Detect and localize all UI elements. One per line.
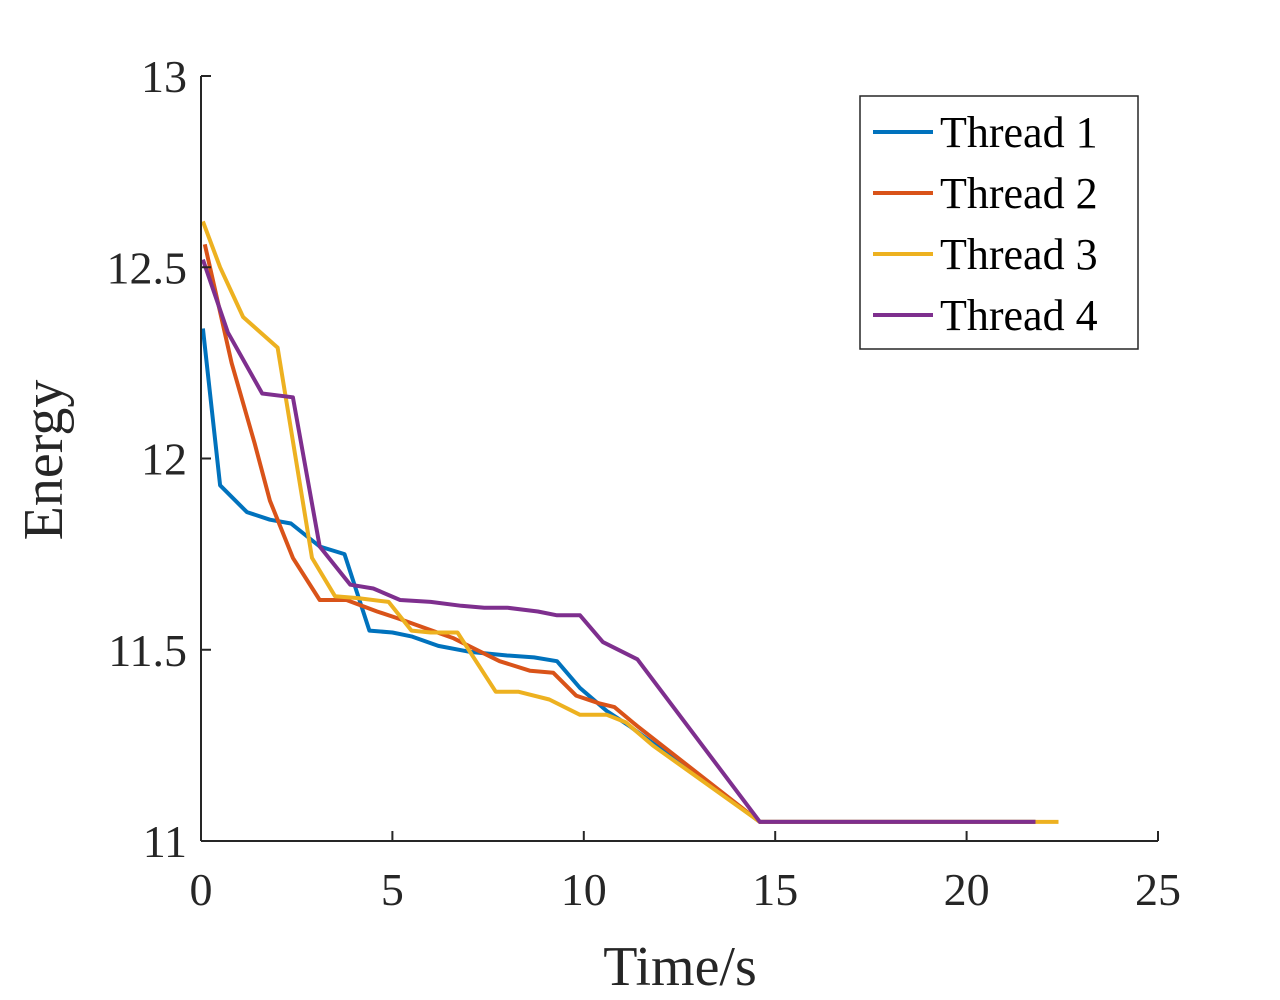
x-tick-label: 25 bbox=[1135, 864, 1181, 915]
y-tick-label: 12 bbox=[141, 434, 187, 485]
series-line-thread-2 bbox=[202, 243, 1036, 824]
series-line-thread-3 bbox=[201, 220, 1059, 824]
plot-lines bbox=[200, 220, 1059, 824]
legend-box bbox=[859, 95, 1139, 350]
x-tick-label: 20 bbox=[944, 864, 990, 915]
x-tick-label: 10 bbox=[561, 864, 607, 915]
y-tick-label: 11 bbox=[143, 816, 187, 867]
y-tick-label: 13 bbox=[141, 51, 187, 102]
x-tick-label: 5 bbox=[381, 864, 404, 915]
series-line-thread-4 bbox=[201, 258, 1036, 824]
x-tick-label: 15 bbox=[752, 864, 798, 915]
legend: Thread 1 Thread 2 Thread 3 Thread 4 bbox=[859, 95, 1139, 350]
y-tick-label: 12.5 bbox=[107, 242, 188, 293]
series-line-thread-1 bbox=[200, 328, 1036, 824]
legend-label: Thread 4 bbox=[940, 291, 1098, 340]
x-axis-label: Time/s bbox=[603, 936, 757, 998]
x-tick-label: 0 bbox=[190, 864, 213, 915]
legend-label: Thread 3 bbox=[940, 230, 1098, 279]
y-tick-label: 11.5 bbox=[108, 625, 187, 676]
legend-label: Thread 2 bbox=[940, 169, 1098, 218]
x-ticks: 0 5 10 15 20 25 bbox=[190, 831, 1181, 915]
y-ticks: 11 11.5 12 12.5 13 bbox=[107, 51, 211, 867]
y-axis-label: Energy bbox=[13, 380, 75, 541]
legend-label: Thread 1 bbox=[940, 108, 1098, 157]
